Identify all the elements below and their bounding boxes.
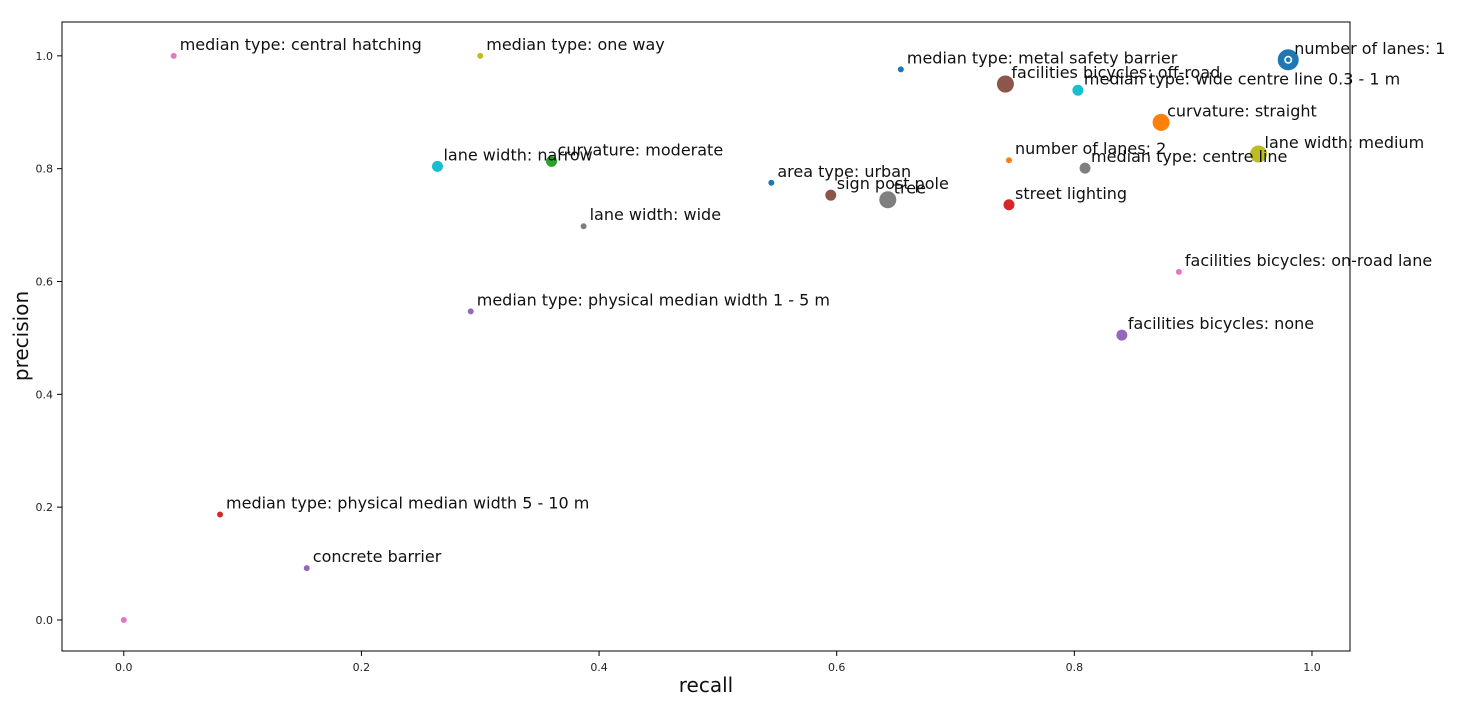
x-tick-label: 0.8 <box>1066 661 1084 674</box>
y-axis-label: precision <box>9 291 33 381</box>
data-point <box>1002 198 1016 212</box>
data-label: curvature: moderate <box>558 140 724 159</box>
data-point <box>896 65 905 74</box>
data-point <box>995 74 1015 94</box>
data-label: median type: one way <box>486 35 665 54</box>
data-label: median type: physical median width 5 - 1… <box>226 493 589 512</box>
data-label: lane width: medium <box>1265 133 1425 152</box>
data-label: median type: centre line <box>1091 147 1287 166</box>
data-point <box>545 154 559 168</box>
data-label: median type: central hatching <box>180 35 422 54</box>
y-tick-label: 1.0 <box>36 50 54 63</box>
y-tick-label: 0.0 <box>36 614 54 627</box>
data-label: facilities bicycles: off-road <box>1011 63 1220 82</box>
data-point <box>1078 161 1092 175</box>
y-tick-label: 0.8 <box>36 163 54 176</box>
data-point <box>1071 83 1085 97</box>
data-labels: median type: central hatching median type… <box>180 35 1446 566</box>
y-tick-label: 0.2 <box>36 501 54 514</box>
x-tick-label: 0.0 <box>115 661 133 674</box>
data-point <box>466 307 475 316</box>
data-label: facilities bicycles: none <box>1128 314 1314 333</box>
data-point <box>476 51 485 60</box>
data-label: concrete barrier <box>313 547 442 566</box>
data-point <box>1174 267 1183 276</box>
data-label: curvature: straight <box>1167 101 1317 120</box>
data-point <box>1004 156 1013 165</box>
y-axis-ticks: 0.0 0.2 0.4 0.6 0.8 1.0 <box>36 50 62 627</box>
data-point <box>1276 48 1300 72</box>
data-label: sign post pole <box>837 174 949 193</box>
data-label: facilities bicycles: on-road lane <box>1185 251 1432 270</box>
data-point <box>1249 144 1269 164</box>
data-point <box>824 188 838 202</box>
data-point <box>430 159 444 173</box>
data-label: street lighting <box>1015 184 1127 203</box>
data-point-marker-ring <box>1284 55 1293 64</box>
data-label: median type: physical median width 1 - 5… <box>477 290 830 309</box>
data-point <box>169 51 178 60</box>
data-point <box>1115 328 1129 342</box>
y-tick-label: 0.6 <box>36 275 54 288</box>
plot-area <box>61 21 1351 652</box>
data-point <box>119 615 128 624</box>
x-axis-ticks: 0.0 0.2 0.4 0.6 0.8 1.0 <box>115 651 1321 674</box>
data-point <box>302 564 311 573</box>
data-label: median type: metal safety barrier <box>907 48 1178 67</box>
data-point <box>767 178 776 187</box>
x-tick-label: 0.4 <box>590 661 608 674</box>
data-label: tree <box>894 179 926 198</box>
y-tick-label: 0.4 <box>36 388 54 401</box>
data-point <box>1151 112 1171 132</box>
data-label: number of lanes: 2 <box>1015 139 1166 158</box>
data-label: number of lanes: 1 <box>1294 39 1445 58</box>
data-points <box>119 48 1300 624</box>
data-point <box>579 222 588 231</box>
x-tick-label: 1.0 <box>1303 661 1321 674</box>
data-point <box>216 510 225 519</box>
x-tick-label: 0.6 <box>828 661 846 674</box>
data-label: lane width: narrow <box>443 145 592 164</box>
data-label: median type: wide centre line 0.3 - 1 m <box>1084 69 1400 88</box>
data-label: lane width: wide <box>590 205 721 224</box>
data-label: area type: urban <box>777 162 911 181</box>
x-axis-label: recall <box>679 673 733 697</box>
data-point <box>878 190 898 210</box>
x-tick-label: 0.2 <box>353 661 371 674</box>
